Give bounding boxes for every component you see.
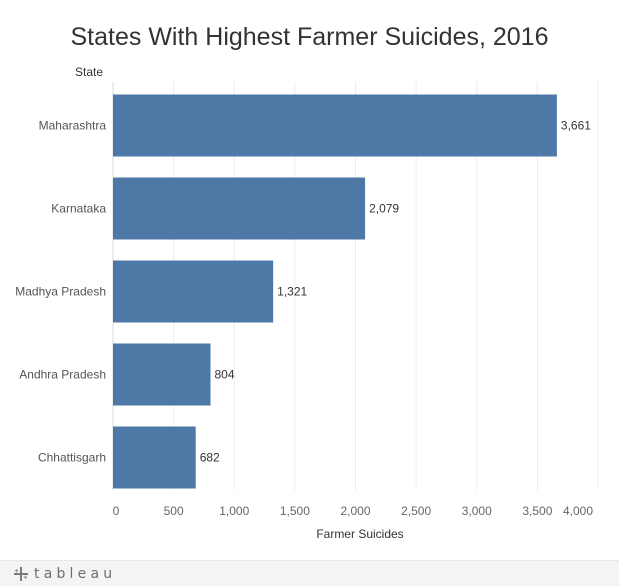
x-tick-label: 1,000 [219, 504, 249, 518]
category-labels: Maharashtra Karnataka Madhya Pradesh Andhra… [15, 119, 106, 465]
footer-bar: tableau [0, 560, 619, 586]
category-label: Madhya Pradesh [15, 285, 106, 299]
bar-chart: 3,661 2,079 1,321 804 682 Maharashtra Karnata… [15, 23, 599, 541]
x-axis-title: Farmer Suicides [316, 527, 403, 541]
bar[interactable] [113, 260, 274, 323]
data-label: 1,321 [277, 285, 307, 299]
x-tick-label: 3,000 [462, 504, 492, 518]
data-label: 804 [214, 368, 234, 382]
category-label: Andhra Pradesh [19, 368, 106, 382]
x-tick-label: 1,500 [280, 504, 310, 518]
tableau-logo[interactable]: tableau [14, 564, 116, 584]
chart-title: States With Highest Farmer Suicides, 201… [71, 23, 549, 51]
bar[interactable] [113, 343, 211, 406]
category-label: Maharashtra [39, 119, 107, 133]
bar[interactable] [113, 94, 557, 157]
x-tick-labels: 0 500 1,000 1,500 2,000 2,500 3,000 3,500 4,000 [113, 504, 594, 518]
x-tick-label: 2,500 [401, 504, 431, 518]
category-label: Karnataka [51, 202, 106, 216]
data-labels: 3,661 2,079 1,321 804 682 [200, 119, 592, 465]
x-tick-label: 2,000 [340, 504, 370, 518]
tableau-logo-text: tableau [34, 566, 117, 582]
bars [113, 94, 557, 489]
x-tick-label: 4,000 [563, 504, 593, 518]
data-label: 3,661 [561, 119, 591, 133]
x-tick-label: 3,500 [522, 504, 552, 518]
category-label: Chhattisgarh [38, 451, 106, 465]
data-label: 2,079 [369, 202, 399, 216]
y-axis-title: State [75, 65, 103, 79]
x-tick-label: 500 [164, 504, 184, 518]
tableau-plus-icon [14, 567, 28, 581]
x-tick-label: 0 [113, 504, 120, 518]
bar[interactable] [113, 177, 366, 240]
data-label: 682 [200, 451, 220, 465]
bar[interactable] [113, 426, 196, 489]
